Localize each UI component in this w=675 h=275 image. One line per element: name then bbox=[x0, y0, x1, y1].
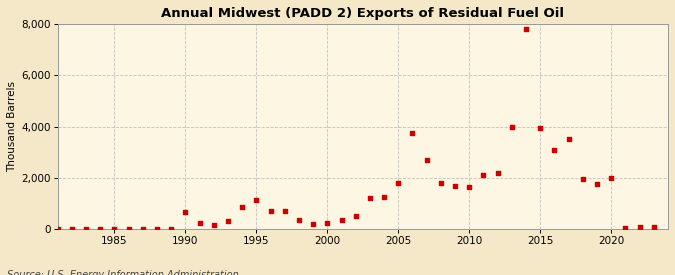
Point bbox=[294, 218, 304, 222]
Point bbox=[194, 221, 205, 226]
Point bbox=[407, 131, 418, 135]
Point bbox=[435, 181, 446, 185]
Point bbox=[350, 214, 361, 218]
Point bbox=[265, 209, 276, 213]
Point bbox=[251, 197, 262, 202]
Point bbox=[322, 221, 333, 225]
Title: Annual Midwest (PADD 2) Exports of Residual Fuel Oil: Annual Midwest (PADD 2) Exports of Resid… bbox=[161, 7, 564, 20]
Point bbox=[620, 226, 631, 230]
Point bbox=[592, 182, 603, 186]
Point bbox=[450, 183, 460, 188]
Point bbox=[634, 225, 645, 230]
Point bbox=[506, 124, 517, 129]
Point bbox=[606, 176, 617, 180]
Text: Source: U.S. Energy Information Administration: Source: U.S. Energy Information Administ… bbox=[7, 271, 238, 275]
Point bbox=[520, 27, 531, 31]
Point bbox=[152, 227, 163, 231]
Y-axis label: Thousand Barrels: Thousand Barrels bbox=[7, 81, 17, 172]
Point bbox=[393, 181, 404, 185]
Point bbox=[364, 196, 375, 200]
Point bbox=[478, 173, 489, 177]
Point bbox=[563, 137, 574, 142]
Point bbox=[464, 185, 475, 189]
Point bbox=[308, 222, 319, 226]
Point bbox=[66, 227, 77, 231]
Point bbox=[279, 209, 290, 213]
Point bbox=[209, 223, 219, 227]
Point bbox=[180, 210, 191, 214]
Point bbox=[223, 219, 234, 224]
Point bbox=[421, 158, 432, 162]
Point bbox=[336, 218, 347, 222]
Point bbox=[137, 227, 148, 231]
Point bbox=[109, 227, 119, 231]
Point bbox=[549, 147, 560, 152]
Point bbox=[492, 170, 503, 175]
Point bbox=[535, 126, 545, 130]
Point bbox=[52, 227, 63, 231]
Point bbox=[80, 227, 91, 231]
Point bbox=[578, 177, 589, 181]
Point bbox=[649, 225, 659, 229]
Point bbox=[237, 205, 248, 210]
Point bbox=[379, 195, 389, 199]
Point bbox=[123, 227, 134, 231]
Point bbox=[166, 227, 177, 231]
Point bbox=[95, 227, 105, 231]
